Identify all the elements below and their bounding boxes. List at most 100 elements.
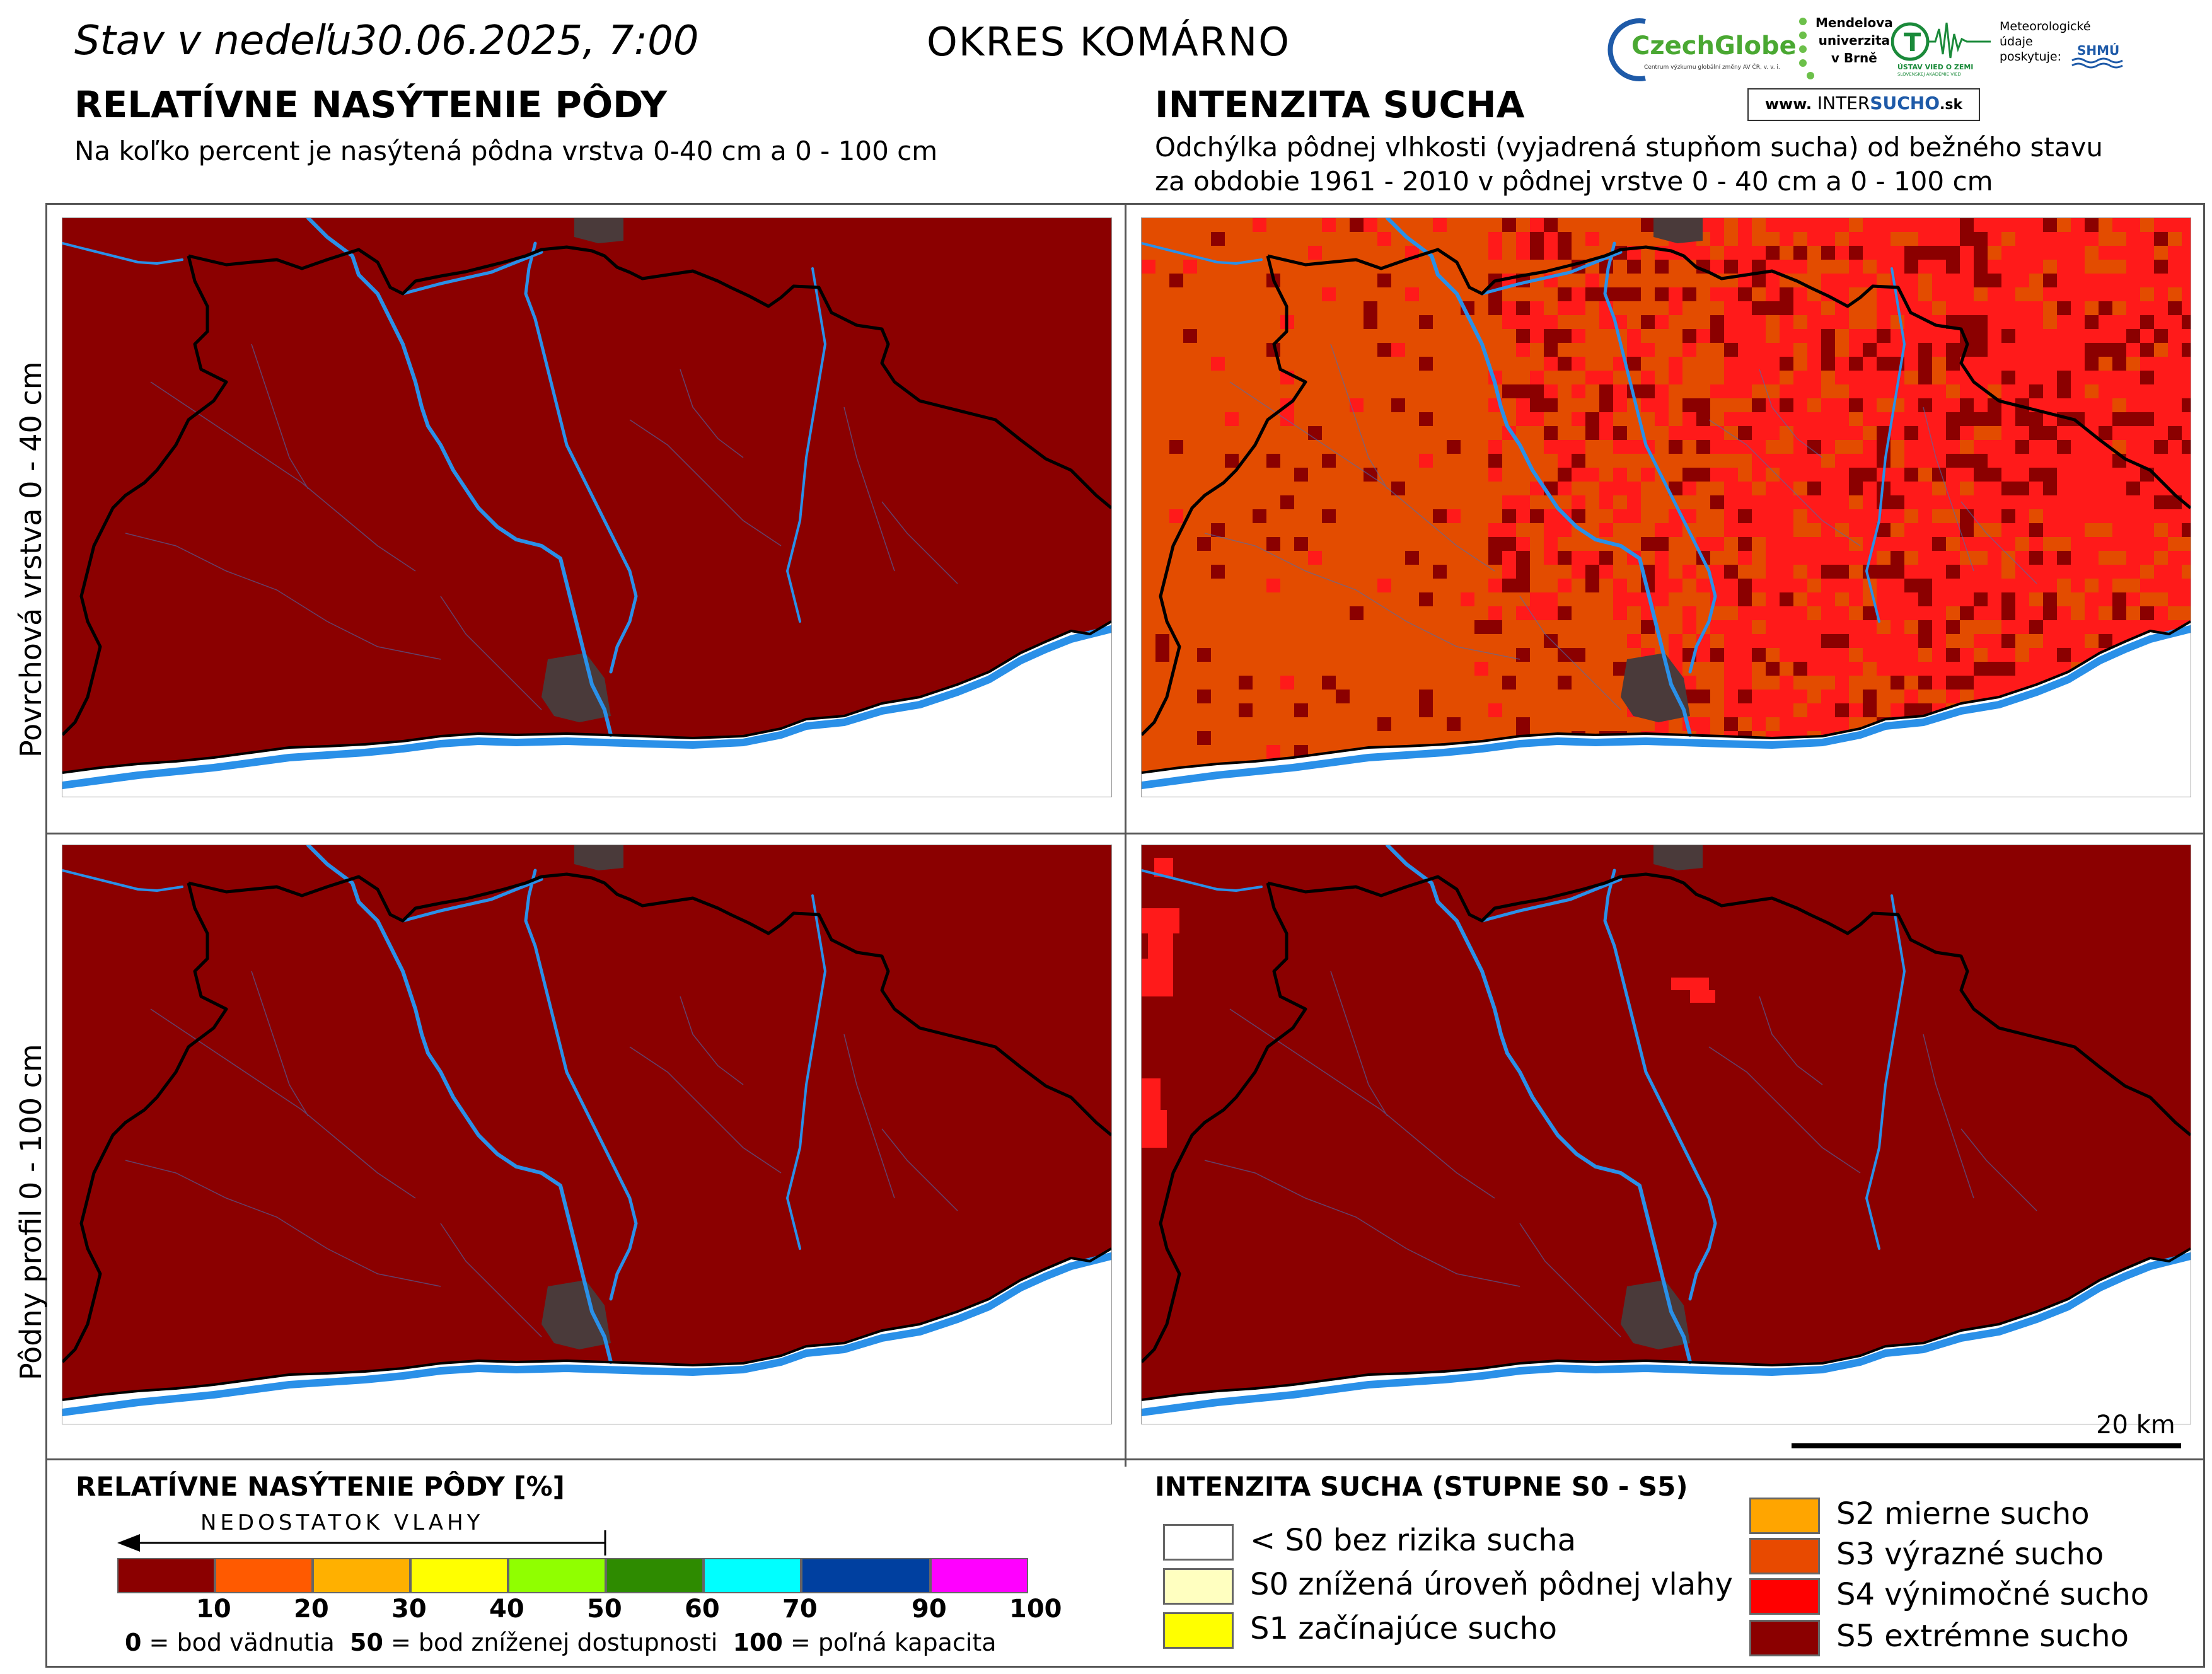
raster-cell-s4 xyxy=(2001,648,2015,662)
raster-cell-s4 xyxy=(1710,232,1724,246)
raster-cell-s4 xyxy=(1807,537,1821,551)
raster-cell-s4 xyxy=(1946,232,1960,246)
uvz-seismograph-icon: T xyxy=(1891,22,1991,61)
scale-cell xyxy=(508,1558,606,1593)
raster-cell-s4 xyxy=(1904,398,1918,412)
raster-cell-s4 xyxy=(1738,371,1752,384)
raster-cell-s5 xyxy=(1946,260,1960,274)
raster-cell-s4 xyxy=(2001,620,2015,634)
raster-cell-s4 xyxy=(2029,246,2043,260)
raster-cell-s4 xyxy=(2057,634,2071,648)
local-line xyxy=(440,596,542,710)
raster-cell-s4 xyxy=(1696,426,1710,440)
raster-cell-s4 xyxy=(1530,315,1544,329)
saturation-legend-title: RELATÍVNE NASÝTENIE PÔDY [%] xyxy=(76,1471,565,1502)
raster-cell-s4 xyxy=(2071,634,2085,648)
raster-cell-s4 xyxy=(1627,495,1641,509)
raster-cell-s5 xyxy=(1377,274,1391,287)
note-100-key: 100 xyxy=(733,1629,783,1656)
raster-cell-s4 xyxy=(1585,468,1599,482)
raster-cell-s4 xyxy=(1183,260,1197,274)
raster-cell-s4 xyxy=(1766,495,1780,509)
raster-cell-s5 xyxy=(1572,648,1585,662)
raster-cell-s4 xyxy=(1752,579,1766,592)
meteo-provider: Meteorologické údaje poskytuje: xyxy=(2000,19,2091,82)
raster-cell-s4 xyxy=(2085,440,2099,454)
raster-cell-s4 xyxy=(2001,301,2015,315)
raster-cell-s4 xyxy=(1891,371,1904,384)
raster-cell-s4 xyxy=(1891,648,1904,662)
raster-cell-s4 xyxy=(1793,384,1807,398)
raster-cell-s5 xyxy=(1308,426,1322,440)
raster-cell-s4 xyxy=(1780,468,1793,482)
raster-cell-s4 xyxy=(1904,274,1918,287)
raster-cell-s4 xyxy=(2099,620,2112,634)
raster-cell-s5 xyxy=(2154,495,2168,509)
raster-cell-s4 xyxy=(2001,357,2015,371)
raster-cell-s4 xyxy=(1988,579,2001,592)
raster-cell-s4 xyxy=(1918,384,1932,398)
district-title: OKRES KOMÁRNO xyxy=(927,19,1291,65)
raster-cell-s5 xyxy=(2057,384,2071,398)
raster-cell-s4 xyxy=(2140,482,2154,495)
raster-cell-s4 xyxy=(1932,662,1946,676)
raster-cell-s4 xyxy=(1932,648,1946,662)
raster-cell-s4 xyxy=(1904,357,1918,371)
raster-cell-s4 xyxy=(1766,357,1780,371)
uvz-sub: SLOVENSKEJ AKADÉMIE VIED xyxy=(1897,72,1961,77)
raster-cell-s5 xyxy=(1599,551,1613,565)
raster-cell-s4 xyxy=(1142,959,1173,996)
raster-cell-s4 xyxy=(2099,592,2112,606)
raster-cell-s5 xyxy=(1322,509,1336,523)
raster-cell-s4 xyxy=(1752,246,1766,260)
raster-cell-s4 xyxy=(1835,412,1849,426)
raster-cell-s4 xyxy=(1724,384,1738,398)
raster-cell-s4 xyxy=(1891,468,1904,482)
raster-cell-s4 xyxy=(1266,745,1280,759)
raster-cell-s4 xyxy=(1752,634,1766,648)
raster-cell-s4 xyxy=(1599,565,1613,579)
raster-cell-s4 xyxy=(1849,260,1863,274)
raster-cell-s4 xyxy=(1572,329,1585,343)
raster-cell-s5 xyxy=(2029,551,2043,565)
raster-cell-s4 xyxy=(1974,676,1988,690)
raster-cell-s4 xyxy=(2071,260,2085,274)
raster-cell-s4 xyxy=(2168,246,2182,260)
raster-cell-s5 xyxy=(2043,482,2057,495)
raster-cell-s5 xyxy=(1419,315,1433,329)
raster-cell-s4 xyxy=(1946,482,1960,495)
raster-cell-s5 xyxy=(2043,274,2057,287)
raster-cell-s5 xyxy=(1447,440,1461,454)
raster-cell-s4 xyxy=(1807,495,1821,509)
raster-cell-s4 xyxy=(2001,287,2015,301)
raster-cell-s4 xyxy=(1766,371,1780,384)
raster-cell-s5 xyxy=(1904,579,1918,592)
raster-cell-s4 xyxy=(1793,371,1807,384)
raster-cell-s4 xyxy=(1682,426,1696,440)
raster-cell-s5 xyxy=(1266,537,1280,551)
raster-cell-s4 xyxy=(1891,579,1904,592)
raster-cell-s4 xyxy=(2182,218,2191,232)
raster-cell-s4 xyxy=(1780,676,1793,690)
raster-cell-s4 xyxy=(2071,648,2085,662)
raster-cell-s4 xyxy=(2112,426,2126,440)
raster-cell-s5 xyxy=(2001,329,2015,343)
raster-cell-s4 xyxy=(2015,509,2029,523)
raster-cell-s4 xyxy=(1891,329,1904,343)
raster-cell-s5 xyxy=(1585,579,1599,592)
local-line xyxy=(1708,1046,1861,1174)
raster-cell-s4 xyxy=(2182,384,2191,398)
raster-cell-s4 xyxy=(1877,371,1891,384)
raster-cell-s4 xyxy=(1932,232,1946,246)
raster-cell-s4 xyxy=(1807,509,1821,523)
raster-cell-s4 xyxy=(2015,676,2029,690)
raster-cell-s5 xyxy=(1891,676,1904,690)
raster-cell-s4 xyxy=(2057,329,2071,343)
raster-cell-s4 xyxy=(1904,592,1918,606)
raster-cell-s4 xyxy=(2001,343,2015,357)
raster-cell-s5 xyxy=(1155,648,1169,662)
raster-cell-s4 xyxy=(1405,287,1419,301)
raster-cell-s4 xyxy=(1932,329,1946,343)
raster-cell-s4 xyxy=(1766,509,1780,523)
raster-cell-s4 xyxy=(1974,482,1988,495)
